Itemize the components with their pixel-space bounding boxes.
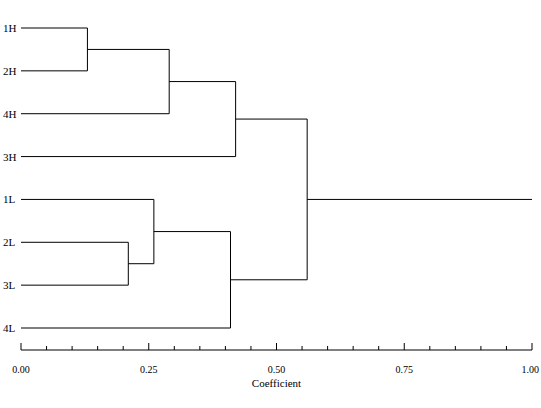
branch <box>128 263 154 264</box>
minor-tick <box>199 346 200 350</box>
leaf-label: 1L <box>3 193 16 205</box>
leaf-label: 2L <box>3 236 16 248</box>
major-tick <box>148 343 149 350</box>
minor-tick <box>327 346 328 350</box>
leaf-label: 4H <box>3 108 17 120</box>
branch <box>154 231 231 232</box>
leaf-label: 1H <box>3 22 17 34</box>
leaf-branch <box>21 156 236 157</box>
minor-tick <box>378 346 379 350</box>
leaf-branch <box>21 70 87 71</box>
minor-tick <box>123 346 124 350</box>
tick-label: 1.00 <box>522 364 540 375</box>
minor-tick <box>174 346 175 350</box>
leaf-branch <box>21 242 128 243</box>
minor-tick <box>429 346 430 350</box>
minor-tick <box>302 346 303 350</box>
leaf-label: 3H <box>3 151 17 163</box>
minor-tick <box>97 346 98 350</box>
leaf-branch <box>21 328 231 329</box>
leaf-label: 2H <box>3 65 17 77</box>
leaf-label: 4L <box>3 322 16 334</box>
major-tick <box>21 343 22 350</box>
x-axis-title: Coefficient <box>252 377 301 389</box>
branch <box>231 279 308 280</box>
minor-tick <box>72 346 73 350</box>
minor-tick <box>46 346 47 350</box>
minor-tick <box>506 346 507 350</box>
minor-tick <box>353 346 354 350</box>
tick-label: 0.25 <box>140 364 158 375</box>
leaf-branch <box>21 199 154 200</box>
branch <box>87 49 169 50</box>
branch <box>169 81 235 82</box>
branch <box>236 119 308 120</box>
branch <box>307 199 532 200</box>
tick-label: 0.50 <box>268 364 286 375</box>
minor-tick <box>250 346 251 350</box>
tick-label: 0.75 <box>396 364 414 375</box>
major-tick <box>276 343 277 350</box>
leaf-branch <box>21 113 169 114</box>
leaf-branch <box>21 28 87 29</box>
leaf-label: 3L <box>3 279 16 291</box>
tick-label: 0.00 <box>12 364 30 375</box>
chart: 1H 2H 4H 3H 1L 2L 3L 4L 0.00 0.25 0.50 0.75 1.00 Coef… <box>0 0 541 408</box>
leaf-branch <box>21 285 128 286</box>
major-tick <box>532 343 533 350</box>
tree <box>21 28 532 328</box>
major-tick <box>404 343 405 350</box>
minor-tick <box>225 346 226 350</box>
minor-tick <box>480 346 481 350</box>
minor-tick <box>455 346 456 350</box>
